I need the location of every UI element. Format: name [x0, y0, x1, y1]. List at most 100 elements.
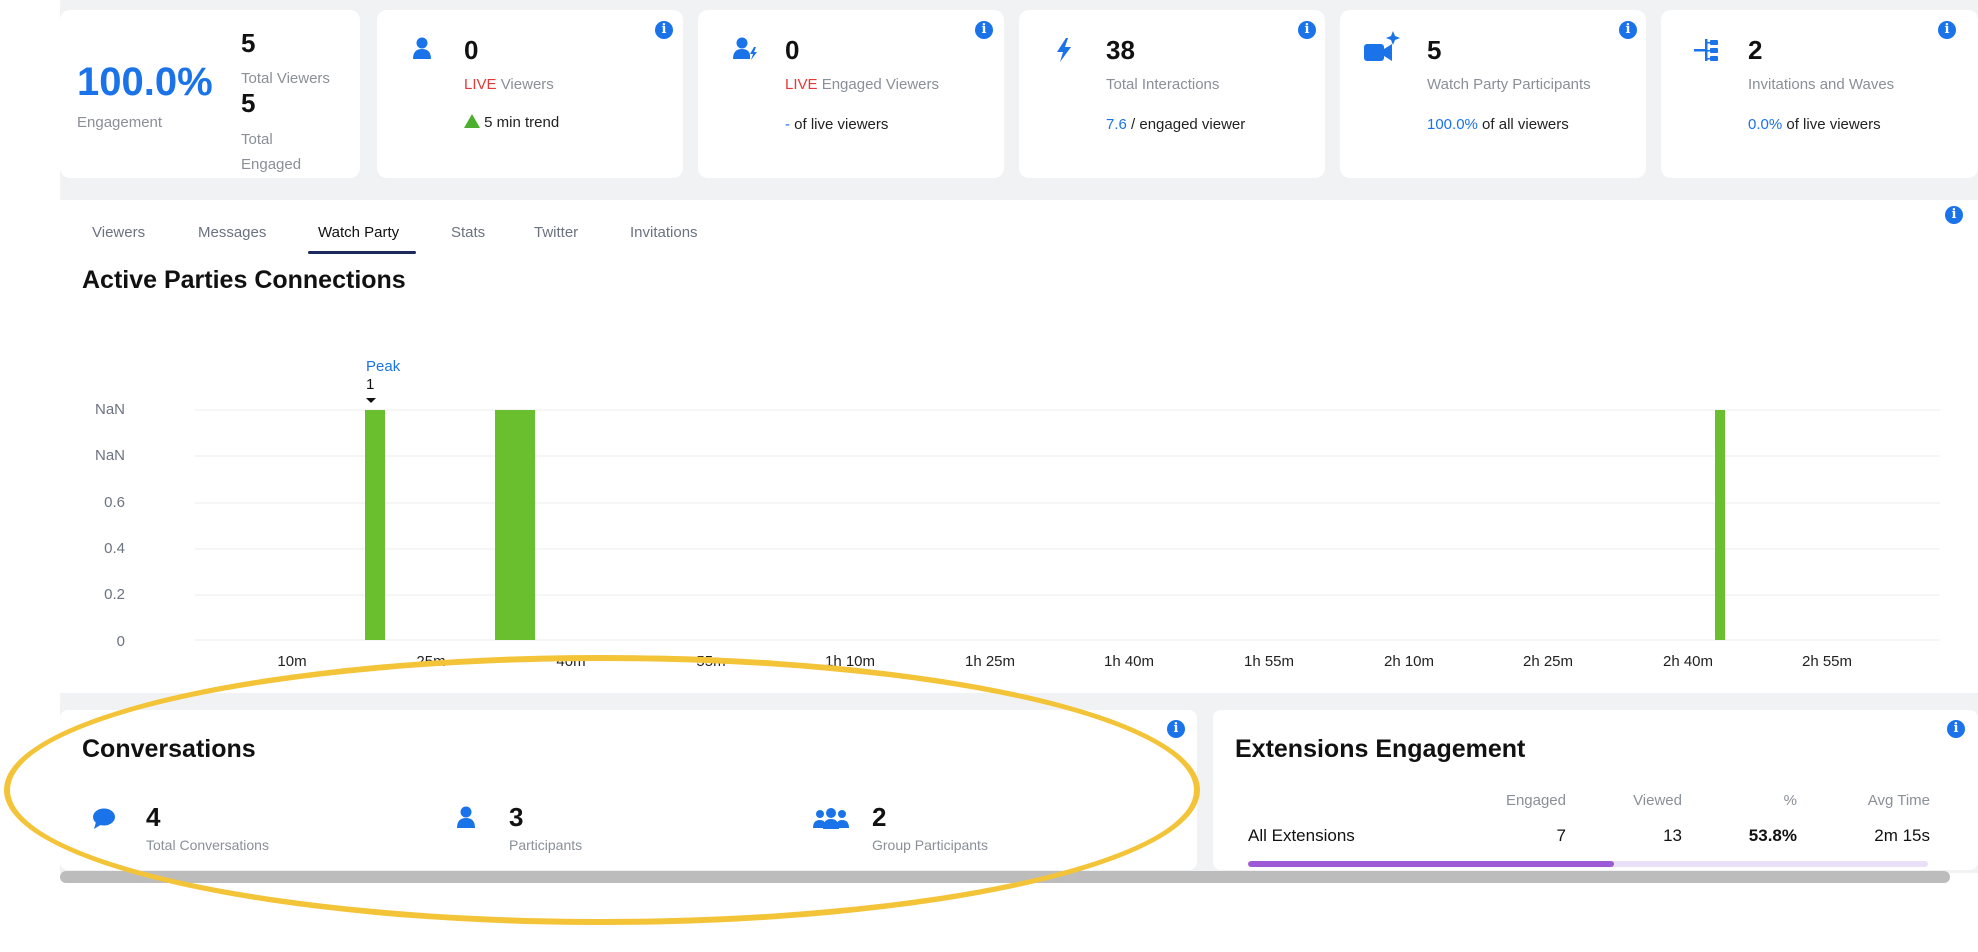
- x-tick: 2h 55m: [1801, 653, 1853, 670]
- invitations-suffix: of live viewers: [1786, 116, 1881, 133]
- info-icon[interactable]: i: [1619, 21, 1637, 39]
- x-tick: 2h 10m: [1383, 653, 1435, 670]
- interactions-suffix: / engaged viewer: [1131, 116, 1246, 133]
- chart-title: Active Parties Connections: [82, 266, 406, 294]
- watch-party-value: 5: [1427, 35, 1442, 65]
- live-viewers-value: 0: [464, 35, 479, 65]
- y-tick: NaN: [94, 401, 125, 418]
- engaged-viewers-card: 0 LIVE Engaged Viewers - of live viewers…: [698, 10, 1004, 178]
- header-engaged: Engaged: [1505, 792, 1566, 809]
- total-engaged-label: Total: [241, 131, 273, 148]
- invitations-ratio-line: 0.0% of live viewers: [1748, 116, 1881, 133]
- live-tag: LIVE: [464, 76, 497, 93]
- header-percent: %: [1783, 792, 1797, 809]
- engaged-dash: -: [785, 116, 790, 133]
- total-conversations-label: Total Conversations: [146, 837, 269, 853]
- live-viewers-card: 0 LIVE Viewers 5 min trend i: [377, 10, 683, 178]
- video-sparkle-icon: [1364, 31, 1400, 61]
- x-tick: 55m: [696, 653, 726, 670]
- person-icon: [457, 806, 475, 828]
- x-tick: 25m: [416, 653, 446, 670]
- x-tick: 10m: [277, 653, 307, 670]
- extension-viewed: 13: [1663, 826, 1682, 845]
- person-icon: [413, 37, 431, 59]
- x-tick: 2h 40m: [1662, 653, 1714, 670]
- watch-party-label: Watch Party Participants: [1427, 76, 1591, 93]
- interactions-value: 38: [1106, 35, 1135, 65]
- tab-watch-party[interactable]: Watch Party: [318, 224, 400, 241]
- tab-viewers[interactable]: Viewers: [92, 224, 146, 241]
- extensions-panel: Extensions Engagement i: [1213, 710, 1978, 870]
- engaged-viewers-value: 0: [785, 35, 800, 65]
- chart-bar[interactable]: [1715, 410, 1725, 640]
- info-icon[interactable]: i: [975, 21, 993, 39]
- total-engaged-value: 5: [241, 88, 256, 118]
- extension-progress-fill: [1248, 861, 1614, 867]
- x-tick: 1h 25m: [964, 653, 1016, 670]
- group-participants-value: 2: [872, 802, 887, 832]
- extension-name: All Extensions: [1248, 826, 1355, 845]
- extensions-title: Extensions Engagement: [1235, 735, 1526, 763]
- chat-bubble-icon: [93, 808, 115, 829]
- trend-label: 5 min trend: [484, 114, 560, 131]
- invitations-pct: 0.0%: [1748, 116, 1783, 133]
- info-icon[interactable]: i: [1938, 21, 1956, 39]
- header-avg-time: Avg Time: [1867, 792, 1930, 809]
- conversations-panel: Conversations 4 Total Conversations 3 Pa…: [60, 710, 1197, 870]
- peak-value: 1: [366, 376, 375, 393]
- person-bolt-icon: [733, 37, 757, 60]
- invitations-card: 2 Invitations and Waves 0.0% of live vie…: [1661, 10, 1978, 178]
- x-tick: 1h 55m: [1243, 653, 1295, 670]
- y-tick: 0.4: [104, 540, 125, 557]
- x-tick: 1h 40m: [1103, 653, 1155, 670]
- info-icon[interactable]: i: [1298, 21, 1316, 39]
- active-tab-indicator: [308, 251, 416, 254]
- live-tag: LIVE: [785, 76, 818, 93]
- info-icon[interactable]: i: [1947, 720, 1965, 738]
- extension-avg-time: 2m 15s: [1874, 826, 1930, 845]
- info-icon[interactable]: i: [1945, 206, 1963, 224]
- y-tick: 0.2: [104, 586, 125, 603]
- chart-plot-area: [195, 409, 1940, 641]
- tab-twitter[interactable]: Twitter: [534, 224, 579, 241]
- header-viewed: Viewed: [1633, 792, 1682, 809]
- total-conversations-value: 4: [146, 802, 161, 832]
- interactions-label: Total Interactions: [1106, 76, 1220, 93]
- trend-up-icon: [464, 114, 480, 128]
- watch-party-card: 5 Watch Party Participants 100.0% of all…: [1340, 10, 1646, 178]
- info-icon[interactable]: i: [655, 21, 673, 39]
- viewers-label: Viewers: [500, 76, 554, 93]
- y-tick: 0: [116, 633, 125, 650]
- engagement-label: Engagement: [77, 114, 163, 131]
- tab-messages[interactable]: Messages: [198, 224, 267, 241]
- tab-invitations[interactable]: Invitations: [630, 224, 698, 241]
- interactions-ratio: 7.6: [1106, 116, 1127, 133]
- participants-label: Participants: [509, 837, 583, 853]
- extension-percent: 53.8%: [1748, 826, 1797, 845]
- y-tick: 0.6: [104, 494, 125, 511]
- watch-party-ratio-line: 100.0% of all viewers: [1427, 116, 1569, 133]
- extension-engaged: 7: [1556, 826, 1566, 845]
- engaged-ratio-line: - of live viewers: [785, 116, 888, 133]
- group-participants-label: Group Participants: [872, 837, 988, 853]
- live-viewers-label: LIVE Viewers: [464, 76, 554, 93]
- tab-stats[interactable]: Stats: [451, 224, 486, 241]
- chart-bar[interactable]: [495, 410, 535, 640]
- horizontal-scrollbar[interactable]: [60, 871, 1950, 883]
- group-icon: [813, 808, 849, 829]
- invitations-value: 2: [1748, 35, 1763, 65]
- info-icon[interactable]: i: [1167, 720, 1185, 738]
- lightning-icon: [1057, 38, 1071, 62]
- engaged-label: Engaged Viewers: [821, 76, 940, 93]
- chart-bar[interactable]: [365, 410, 385, 640]
- watch-party-suffix: of all viewers: [1482, 116, 1569, 133]
- y-tick: NaN: [94, 447, 125, 464]
- total-engaged-label-2: Engaged: [241, 156, 302, 173]
- engaged-viewers-label: LIVE Engaged Viewers: [785, 76, 939, 93]
- participants-value: 3: [509, 802, 524, 832]
- peak-marker-icon: [366, 398, 376, 403]
- x-tick: 2h 25m: [1522, 653, 1574, 670]
- x-tick: 40m: [556, 653, 586, 670]
- extension-progress-track: [1248, 861, 1928, 867]
- watch-party-pct: 100.0%: [1427, 116, 1478, 133]
